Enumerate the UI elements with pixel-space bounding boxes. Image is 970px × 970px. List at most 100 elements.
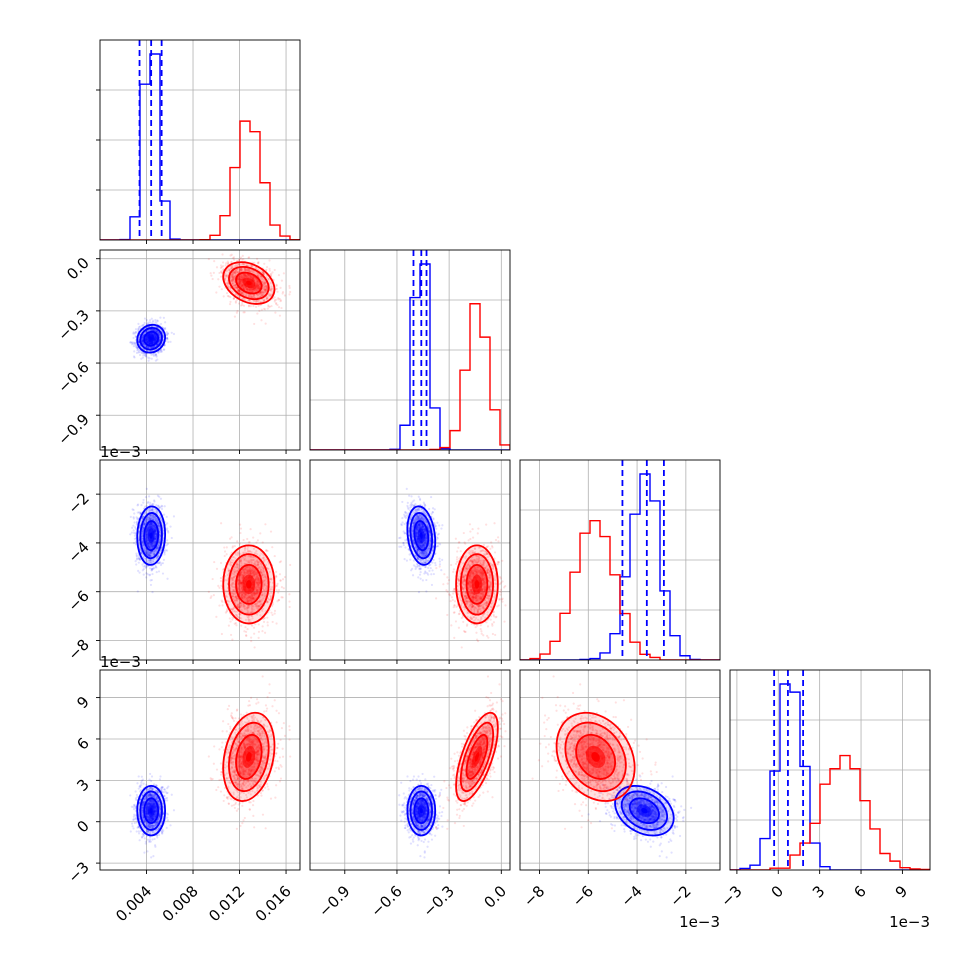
sample-point bbox=[147, 528, 150, 531]
sample-point bbox=[246, 566, 249, 569]
sample-point bbox=[240, 581, 243, 584]
sample-point bbox=[250, 614, 253, 618]
sample-point bbox=[276, 600, 279, 603]
sample-point bbox=[137, 340, 140, 343]
sample-point bbox=[141, 339, 144, 343]
sample-point bbox=[245, 274, 248, 278]
sample-point bbox=[133, 537, 136, 540]
sample-point bbox=[247, 273, 250, 276]
sample-point bbox=[157, 504, 160, 507]
sample-point bbox=[147, 541, 151, 545]
sample-point bbox=[151, 542, 154, 546]
sample-point bbox=[256, 563, 259, 566]
sample-point bbox=[238, 277, 241, 281]
sample-point bbox=[246, 547, 249, 551]
sample-point bbox=[129, 341, 132, 344]
sample-point bbox=[162, 525, 165, 528]
sample-point bbox=[237, 262, 240, 266]
sample-point bbox=[146, 516, 149, 519]
sample-point bbox=[151, 545, 154, 548]
sample-point bbox=[247, 275, 250, 278]
sample-point bbox=[240, 278, 243, 281]
sample-point bbox=[261, 625, 264, 628]
sample-point bbox=[276, 303, 279, 307]
sample-point bbox=[263, 574, 267, 577]
sample-point bbox=[241, 603, 244, 606]
sample-point bbox=[260, 594, 263, 597]
sample-point bbox=[224, 611, 228, 614]
sample-point bbox=[141, 338, 144, 341]
sample-point bbox=[265, 289, 268, 292]
sample-point bbox=[250, 277, 253, 280]
sample-point bbox=[252, 605, 255, 608]
sample-point bbox=[264, 288, 267, 292]
sample-point bbox=[231, 282, 234, 286]
sample-point bbox=[241, 577, 245, 580]
sample-point bbox=[246, 568, 249, 571]
sample-point bbox=[234, 284, 237, 287]
sample-point bbox=[255, 571, 258, 574]
sample-point bbox=[252, 276, 255, 279]
sample-point bbox=[275, 584, 279, 587]
sample-point bbox=[264, 578, 267, 581]
sample-point bbox=[246, 600, 249, 603]
sample-point bbox=[150, 545, 153, 548]
sample-point bbox=[148, 525, 152, 529]
sample-point bbox=[278, 573, 282, 576]
sample-point bbox=[237, 289, 240, 292]
sample-point bbox=[231, 579, 234, 582]
sample-point bbox=[139, 558, 142, 561]
sample-point bbox=[163, 505, 166, 508]
sample-point bbox=[249, 618, 252, 621]
sample-point bbox=[253, 593, 256, 596]
sample-point bbox=[158, 539, 161, 542]
sample-point bbox=[159, 530, 162, 534]
sample-point bbox=[148, 552, 151, 555]
sample-point bbox=[155, 354, 158, 357]
sample-point bbox=[247, 615, 251, 618]
sample-point bbox=[155, 343, 158, 347]
sample-point bbox=[134, 330, 138, 334]
sample-point bbox=[237, 579, 240, 582]
sample-point bbox=[147, 554, 150, 557]
sample-point bbox=[145, 534, 148, 537]
sample-point bbox=[251, 611, 254, 614]
sample-point bbox=[254, 623, 257, 626]
sample-point bbox=[131, 508, 134, 511]
sample-point bbox=[242, 590, 245, 593]
sample-point bbox=[166, 338, 169, 341]
sample-point bbox=[147, 341, 150, 345]
sample-point bbox=[270, 586, 274, 589]
sample-point bbox=[156, 547, 159, 550]
sample-point bbox=[150, 543, 153, 546]
sample-point bbox=[256, 284, 259, 287]
sample-point bbox=[148, 516, 151, 520]
sample-point bbox=[240, 581, 243, 585]
sample-point bbox=[145, 519, 148, 523]
sample-point bbox=[242, 284, 245, 288]
sample-point bbox=[148, 545, 151, 548]
sample-point bbox=[261, 557, 264, 560]
sample-point bbox=[238, 289, 241, 293]
sample-point bbox=[224, 589, 227, 592]
sample-point bbox=[158, 339, 161, 342]
data-layer bbox=[100, 40, 930, 870]
sample-point bbox=[237, 302, 241, 305]
sample-point bbox=[247, 541, 250, 544]
sample-point bbox=[156, 521, 159, 524]
sample-point bbox=[267, 567, 270, 570]
sample-point bbox=[268, 292, 271, 296]
sample-point bbox=[148, 526, 151, 529]
sample-point bbox=[145, 335, 149, 338]
sample-point bbox=[248, 572, 252, 575]
sample-point bbox=[240, 282, 243, 285]
sample-point bbox=[131, 343, 134, 346]
sample-point bbox=[241, 285, 245, 288]
sample-point bbox=[239, 282, 242, 285]
sample-point bbox=[263, 281, 266, 285]
sample-point bbox=[262, 293, 265, 296]
sample-point bbox=[241, 595, 244, 599]
sample-point bbox=[150, 333, 154, 336]
sample-point bbox=[247, 604, 250, 607]
sample-point bbox=[256, 286, 259, 289]
